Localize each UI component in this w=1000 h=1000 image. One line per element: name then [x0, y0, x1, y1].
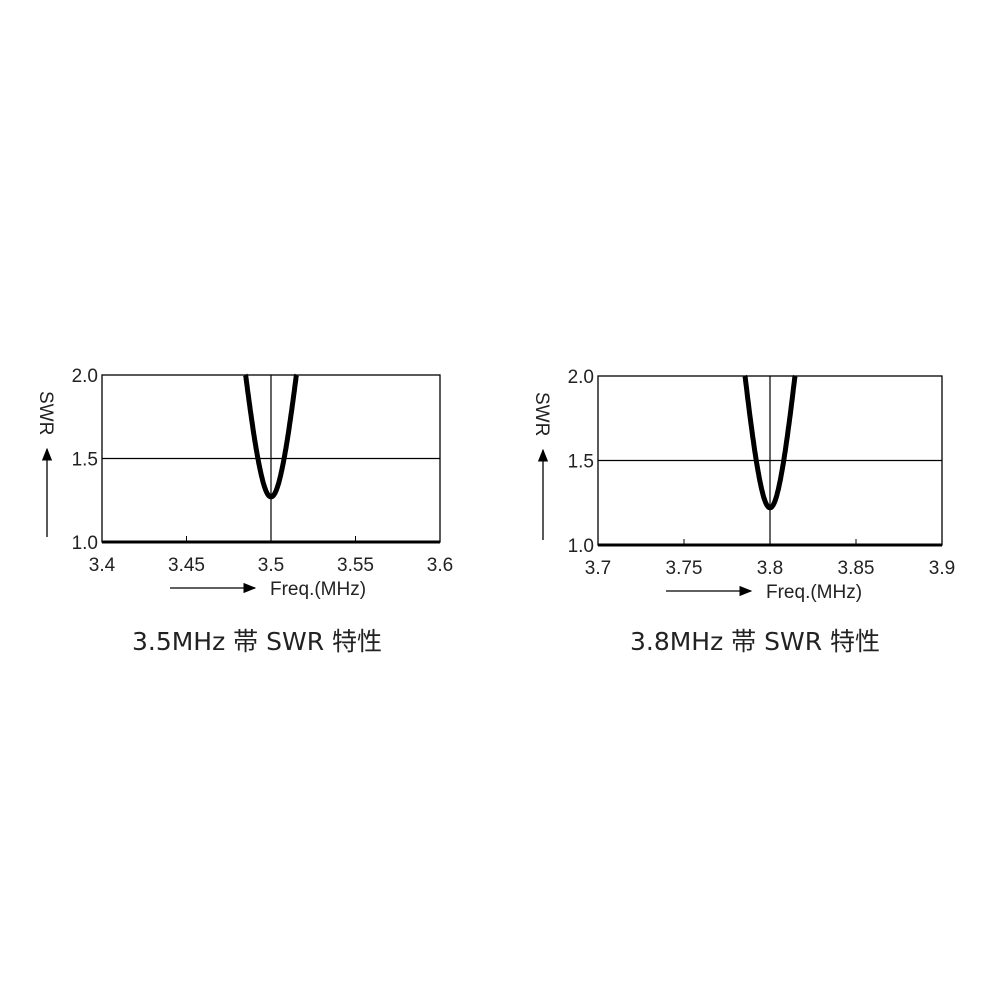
x-tick-label: 3.45 — [168, 555, 205, 576]
chart-title-2: 3.8MHz 帯 SWR 特性 — [629, 627, 881, 656]
y-tick-label: 1.0 — [72, 533, 98, 554]
swr-curve — [742, 374, 798, 511]
y-axis-label: SWR — [531, 392, 552, 436]
x-tick-label: 3.7 — [585, 558, 611, 579]
x-tick-label: 3.6 — [427, 555, 453, 576]
x-tick-label: 3.85 — [838, 558, 875, 579]
y-tick-label: 2.0 — [568, 367, 594, 388]
x-tick-label: 3.8 — [757, 558, 783, 579]
y-tick-label: 2.0 — [72, 366, 98, 387]
x-tick-label: 3.9 — [929, 558, 955, 579]
swr-curve — [242, 373, 300, 500]
x-tick-label: 3.5 — [258, 555, 284, 576]
chart-title-1: 3.5MHz 帯 SWR 特性 — [131, 627, 383, 656]
y-axis-label: SWR — [35, 391, 56, 435]
y-tick-label: 1.0 — [568, 536, 594, 557]
y-tick-label: 1.5 — [72, 450, 98, 471]
x-tick-label: 3.55 — [337, 555, 374, 576]
x-axis-label: Freq.(MHz) — [766, 582, 862, 603]
x-tick-label: 3.75 — [666, 558, 703, 579]
x-tick-label: 3.4 — [89, 555, 116, 576]
y-tick-label: 1.5 — [568, 452, 594, 473]
x-axis-label: Freq.(MHz) — [270, 579, 366, 600]
